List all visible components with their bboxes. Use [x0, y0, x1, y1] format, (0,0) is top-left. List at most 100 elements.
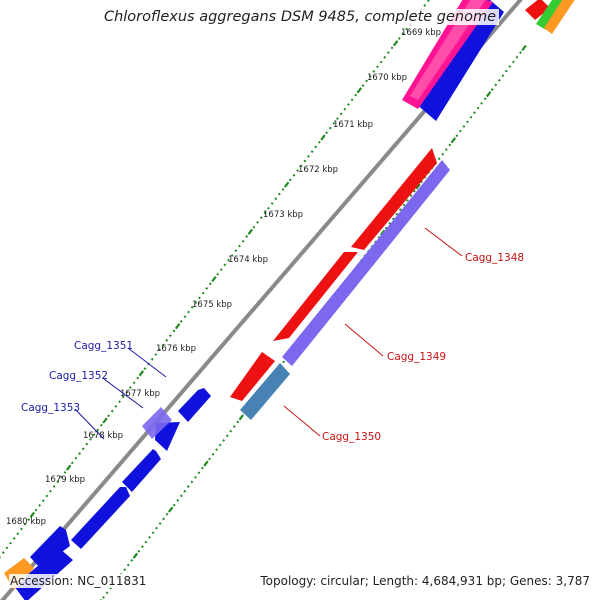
label-cagg-1352[interactable]: Cagg_1352: [49, 370, 108, 382]
right-track-tick: [144, 540, 148, 544]
left-track-tick: [208, 282, 212, 286]
left-track-tick: [12, 537, 16, 540]
kbp-labels: 1669 kbp 1670 kbp 1671 kbp 1672 kbp 1673…: [6, 28, 441, 527]
gene-orange-top-right[interactable]: [544, 0, 576, 34]
right-track-tick: [441, 152, 445, 156]
right-track-tick: [398, 208, 402, 211]
gene-red-mid[interactable]: [273, 252, 358, 341]
left-track-tick: [183, 315, 187, 319]
left-track-tick: [132, 381, 136, 385]
left-track-tick: [63, 470, 67, 474]
gene-red-top-right[interactable]: [525, 0, 550, 20]
left-track-tick: [296, 169, 299, 172]
left-track-tick: [299, 164, 303, 168]
left-track-tick: [29, 511, 36, 518]
right-track-tick: [497, 78, 501, 82]
left-track-tick: [219, 268, 223, 271]
right-track-tick: [413, 189, 416, 193]
left-track-tick: [5, 546, 9, 550]
right-track-tick: [379, 229, 386, 236]
gene-red-low[interactable]: [230, 352, 275, 401]
left-track-tick: [281, 187, 285, 191]
kbp-label-1674: 1674 kbp: [228, 255, 268, 265]
left-track-tick: [303, 159, 307, 163]
leader-cagg-1351: [127, 347, 167, 378]
left-track-tick: [423, 4, 427, 7]
right-track-tick: [123, 568, 127, 572]
left-track-tick: [174, 323, 181, 330]
gene-cagg-1348[interactable]: [351, 148, 437, 250]
left-track-tick: [34, 508, 38, 512]
right-track-tick: [165, 512, 169, 516]
left-track-tick: [114, 404, 118, 408]
leader-cagg-1348: [424, 227, 463, 257]
kbp-label-1676: 1676 kbp: [156, 344, 196, 354]
right-track-tick: [137, 549, 141, 553]
left-track-tick: [227, 258, 230, 262]
gene-green-top-right[interactable]: [536, 0, 564, 30]
right-track-tick: [130, 559, 134, 562]
label-cagg-1348[interactable]: Cagg_1348: [465, 252, 524, 264]
left-track-tick: [27, 518, 31, 521]
label-cagg-1351[interactable]: Cagg_1351: [74, 340, 133, 352]
left-track-tick: [129, 386, 132, 389]
right-track-tick: [462, 125, 466, 128]
left-track-tick: [161, 343, 165, 347]
kbp-label-1675: 1675 kbp: [192, 300, 232, 310]
gene-cagg-1351[interactable]: [142, 407, 172, 439]
gene-cagg-1350[interactable]: [240, 363, 290, 420]
right-track-tick: [476, 106, 480, 110]
right-track-tick: [225, 434, 229, 438]
kbp-label-1678: 1678 kbp: [83, 431, 123, 441]
label-leaders: [74, 227, 463, 440]
right-track-tick: [158, 522, 162, 525]
kbp-label-1680: 1680 kbp: [6, 517, 46, 527]
left-track-tick: [361, 84, 365, 88]
gene-cagg-1349[interactable]: [282, 160, 450, 366]
kbp-label-1679: 1679 kbp: [45, 475, 85, 485]
topology-text: Topology: circular; Length: 4,684,931 bp…: [259, 574, 591, 588]
kbp-label-1677: 1677 kbp: [120, 389, 160, 399]
gene-pink-light[interactable]: [410, 0, 487, 100]
left-track-tick: [365, 79, 369, 83]
left-track-tick: [426, 0, 430, 3]
right-track-tick: [469, 115, 473, 119]
left-track-tick: [38, 503, 42, 507]
left-track-tick: [211, 275, 217, 283]
gene-blue-1676[interactable]: [178, 388, 211, 422]
right-track-tick: [515, 55, 519, 59]
gene-blue-1679[interactable]: [71, 487, 130, 549]
left-track-tick: [356, 87, 363, 94]
label-cagg-1350[interactable]: Cagg_1350: [322, 431, 381, 443]
left-track-tick: [74, 456, 78, 460]
label-cagg-1349[interactable]: Cagg_1349: [387, 351, 446, 363]
left-track-tick: [102, 417, 108, 424]
label-cagg-1353[interactable]: Cagg_1353: [21, 402, 80, 414]
right-track-tick: [504, 69, 508, 73]
left-track-tick: [270, 202, 274, 205]
gene-blue-1678[interactable]: [122, 449, 161, 492]
left-track-tick: [49, 489, 52, 493]
left-track-tick: [65, 464, 72, 471]
left-track-tick: [20, 527, 23, 531]
gene-blue-top[interactable]: [415, 0, 504, 121]
right-track-tick: [473, 111, 476, 115]
right-track-tick: [176, 499, 180, 502]
accession-text: Accession: NC_011831: [9, 574, 148, 588]
right-track-tick: [377, 235, 381, 239]
right-track-tick: [232, 425, 236, 428]
right-track-tick: [483, 97, 487, 101]
left-track-tick: [354, 93, 358, 97]
left-track-tick: [9, 541, 12, 545]
right-track-tick: [455, 134, 459, 138]
left-track-tick: [392, 40, 399, 47]
right-track-tick: [388, 222, 392, 225]
right-track-tick: [155, 526, 158, 530]
left-track-tick: [158, 348, 161, 352]
right-track-tick: [238, 414, 245, 421]
gene-blue-1680[interactable]: [30, 526, 70, 568]
right-track-tick: [167, 506, 174, 513]
right-track-tick: [105, 591, 109, 595]
right-track-tick: [444, 148, 448, 151]
left-track-tick: [118, 400, 121, 404]
